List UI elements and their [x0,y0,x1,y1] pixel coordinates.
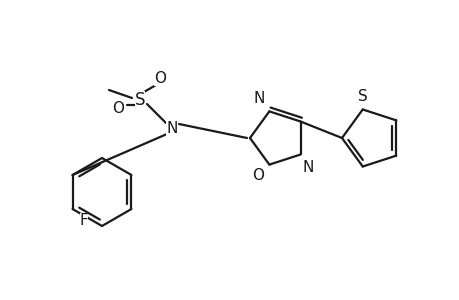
Text: S: S [134,91,145,109]
Text: S: S [357,89,367,104]
Text: O: O [154,70,166,86]
Text: N: N [253,92,265,106]
Text: N: N [166,121,177,136]
Text: F: F [79,213,88,228]
Text: O: O [252,168,264,183]
Text: O: O [112,100,124,116]
Text: N: N [302,160,313,175]
